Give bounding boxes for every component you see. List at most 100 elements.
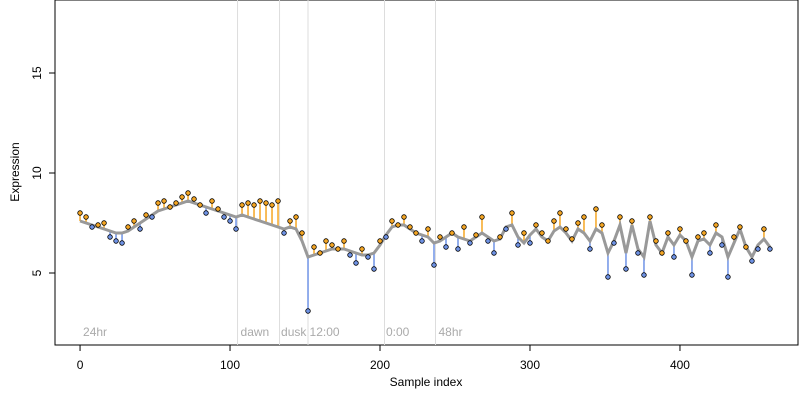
data-point: [443, 244, 449, 250]
data-point: [269, 202, 275, 208]
data-point: [731, 234, 737, 240]
data-point: [311, 244, 317, 250]
fit-line: [79, 199, 772, 262]
data-point: [125, 224, 131, 230]
data-point: [353, 260, 359, 266]
data-point: [257, 198, 263, 204]
data-point: [305, 308, 311, 314]
data-point: [293, 214, 299, 220]
data-point: [245, 200, 251, 206]
data-point: [653, 238, 659, 244]
data-point: [95, 222, 101, 228]
data-point: [131, 218, 137, 224]
data-point: [557, 210, 563, 216]
data-point: [611, 240, 617, 246]
x-axis-title: Sample index: [390, 375, 463, 389]
data-point: [167, 204, 173, 210]
data-point: [401, 214, 407, 220]
data-point: [413, 230, 419, 236]
annotation: 0:00: [386, 325, 410, 339]
data-point: [317, 250, 323, 256]
data-point: [179, 194, 185, 200]
data-point: [479, 214, 485, 220]
data-point: [497, 234, 503, 240]
data-point: [365, 254, 371, 260]
data-point: [395, 222, 401, 228]
data-point: [275, 198, 281, 204]
data-point: [83, 214, 89, 220]
data-point: [281, 230, 287, 236]
annotation: 12:00: [310, 325, 340, 339]
data-point: [233, 226, 239, 232]
data-point: [251, 202, 257, 208]
data-point: [665, 230, 671, 236]
data-point: [341, 238, 347, 244]
data-point: [725, 274, 731, 280]
data-point: [197, 202, 203, 208]
data-point: [503, 226, 509, 232]
x-tick-label: 200: [370, 358, 390, 372]
data-point: [449, 230, 455, 236]
data-point: [629, 218, 635, 224]
data-point: [707, 250, 713, 256]
annotation: 24hr: [83, 325, 107, 339]
y-tick-label: 15: [30, 66, 44, 80]
data-point: [551, 218, 557, 224]
data-point: [581, 214, 587, 220]
data-point: [677, 226, 683, 232]
data-point: [527, 240, 533, 246]
data-point: [683, 238, 689, 244]
data-point: [173, 200, 179, 206]
data-point: [485, 238, 491, 244]
data-point: [689, 272, 695, 278]
data-point: [389, 218, 395, 224]
data-point: [155, 200, 161, 206]
data-point: [755, 246, 761, 252]
data-point: [263, 200, 269, 206]
data-point: [347, 252, 353, 258]
data-point: [563, 226, 569, 232]
data-point: [137, 226, 143, 232]
data-point: [335, 246, 341, 252]
y-tick-label: 5: [30, 269, 44, 276]
data-point: [77, 210, 83, 216]
data-point: [587, 246, 593, 252]
data-point: [671, 254, 677, 260]
data-point: [383, 234, 389, 240]
data-point: [113, 238, 119, 244]
x-tick-label: 100: [220, 358, 240, 372]
data-point: [467, 240, 473, 246]
data-point: [737, 224, 743, 230]
data-point: [515, 242, 521, 248]
data-point: [185, 190, 191, 196]
data-point: [359, 246, 365, 252]
data-point: [743, 244, 749, 250]
annotation: dawn: [241, 325, 270, 339]
data-point: [323, 238, 329, 244]
data-point: [437, 234, 443, 240]
data-point: [539, 230, 545, 236]
data-point: [623, 266, 629, 272]
x-tick-label: 0: [77, 358, 84, 372]
data-point: [719, 242, 725, 248]
data-point: [509, 210, 515, 216]
data-point: [767, 246, 773, 252]
data-point: [473, 232, 479, 238]
data-point: [635, 250, 641, 256]
data-point: [329, 242, 335, 248]
data-point: [221, 214, 227, 220]
data-point: [575, 220, 581, 226]
data-point: [407, 224, 413, 230]
data-point: [455, 246, 461, 252]
data-point: [101, 220, 107, 226]
data-point: [215, 206, 221, 212]
data-point: [749, 258, 755, 264]
x-tick-label: 400: [670, 358, 690, 372]
data-point: [659, 250, 665, 256]
data-point: [461, 224, 467, 230]
data-point: [227, 218, 233, 224]
data-point: [191, 196, 197, 202]
data-point: [419, 238, 425, 244]
data-point: [641, 272, 647, 278]
